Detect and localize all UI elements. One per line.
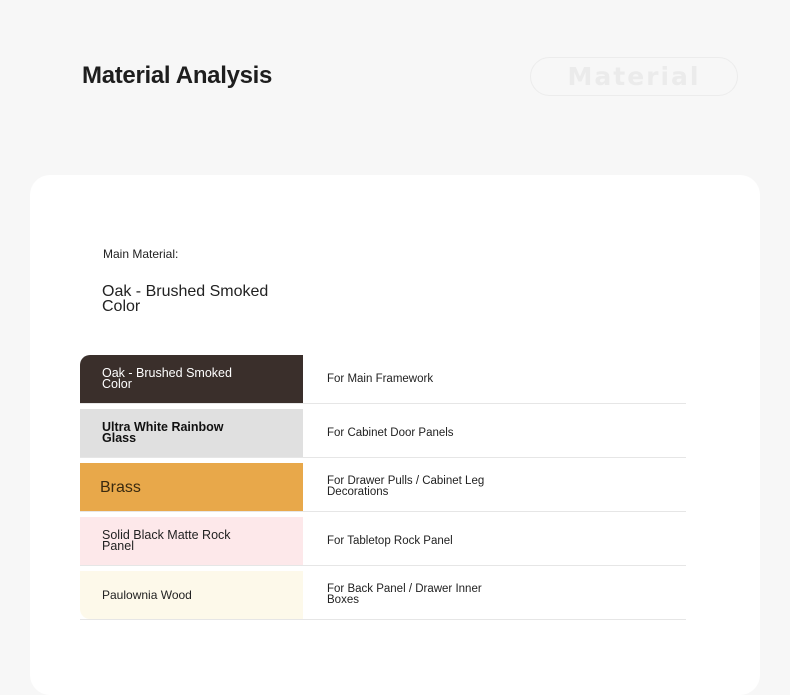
table-row: Ultra White Rainbow Glass For Cabinet Do… [80,409,686,458]
material-usage-cell: For Back Panel / Drawer Inner Boxes [303,571,686,619]
material-name: Oak - Brushed Smoked Color [102,366,232,391]
material-usage: For Main Framework [327,372,434,385]
page-title: Material Analysis [82,62,273,89]
material-name: Brass [100,478,141,496]
material-usage-cell: For Tabletop Rock Panel [303,517,686,565]
table-row: Solid Black Matte Rock Panel For Tableto… [80,517,686,566]
table-row: Oak - Brushed Smoked Color For Main Fram… [80,355,686,404]
material-usage-cell: For Main Framework [303,355,686,403]
material-name-cell: Ultra White Rainbow Glass [80,409,303,457]
material-usage-cell: For Cabinet Door Panels [303,409,686,457]
material-usage: For Back Panel / Drawer Inner Boxes [327,583,482,606]
main-material-value: Oak - Brushed Smoked Color [102,283,269,315]
table-row: Brass For Drawer Pulls / Cabinet Leg Dec… [80,463,686,512]
main-material-label: Main Material: [103,247,179,261]
material-name: Paulownia Wood [102,587,192,602]
material-usage: For Drawer Pulls / Cabinet Leg Decoratio… [327,475,485,498]
material-name: Ultra White Rainbow Glass [102,420,224,445]
material-name-cell: Oak - Brushed Smoked Color [80,355,303,403]
material-name: Solid Black Matte Rock Panel [102,528,231,553]
material-name-cell: Paulownia Wood [80,571,303,619]
material-usage: For Tabletop Rock Panel [327,534,453,547]
material-badge: Material [530,57,738,96]
materials-table: Oak - Brushed Smoked Color For Main Fram… [80,355,686,620]
table-row: Paulownia Wood For Back Panel / Drawer I… [80,571,686,620]
material-usage-cell: For Drawer Pulls / Cabinet Leg Decoratio… [303,463,686,511]
material-usage: For Cabinet Door Panels [327,426,454,439]
material-name-cell: Brass [80,463,303,511]
material-name-cell: Solid Black Matte Rock Panel [80,517,303,565]
